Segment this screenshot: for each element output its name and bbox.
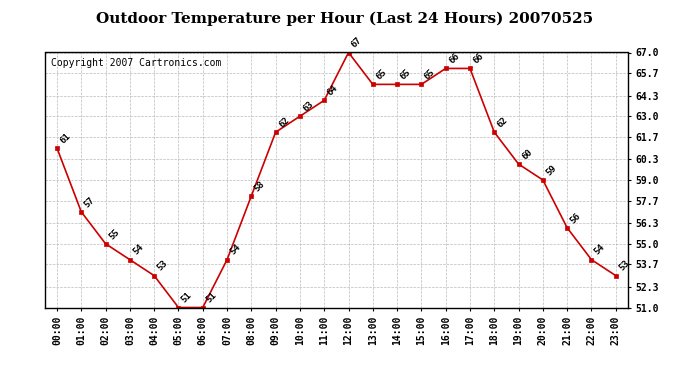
Text: 51: 51: [204, 291, 218, 305]
Text: 51: 51: [180, 291, 194, 305]
Text: 65: 65: [374, 68, 388, 82]
Text: 54: 54: [228, 243, 242, 257]
Text: 54: 54: [131, 243, 145, 257]
Text: 62: 62: [277, 116, 291, 129]
Text: 62: 62: [495, 116, 510, 129]
Text: 54: 54: [593, 243, 607, 257]
Text: 60: 60: [520, 147, 534, 161]
Text: 65: 65: [423, 68, 437, 82]
Text: 63: 63: [302, 99, 315, 114]
Text: Outdoor Temperature per Hour (Last 24 Hours) 20070525: Outdoor Temperature per Hour (Last 24 Ho…: [97, 11, 593, 26]
Text: 66: 66: [447, 52, 461, 66]
Text: Copyright 2007 Cartronics.com: Copyright 2007 Cartronics.com: [50, 58, 221, 68]
Text: 59: 59: [544, 163, 558, 177]
Text: 61: 61: [59, 131, 72, 146]
Text: 53: 53: [617, 259, 631, 273]
Text: 64: 64: [326, 84, 339, 98]
Text: 55: 55: [107, 227, 121, 241]
Text: 56: 56: [569, 211, 582, 225]
Text: 65: 65: [399, 68, 413, 82]
Text: 66: 66: [471, 52, 485, 66]
Text: 57: 57: [83, 195, 97, 209]
Text: 58: 58: [253, 179, 267, 193]
Text: 67: 67: [350, 36, 364, 50]
Text: 53: 53: [155, 259, 170, 273]
